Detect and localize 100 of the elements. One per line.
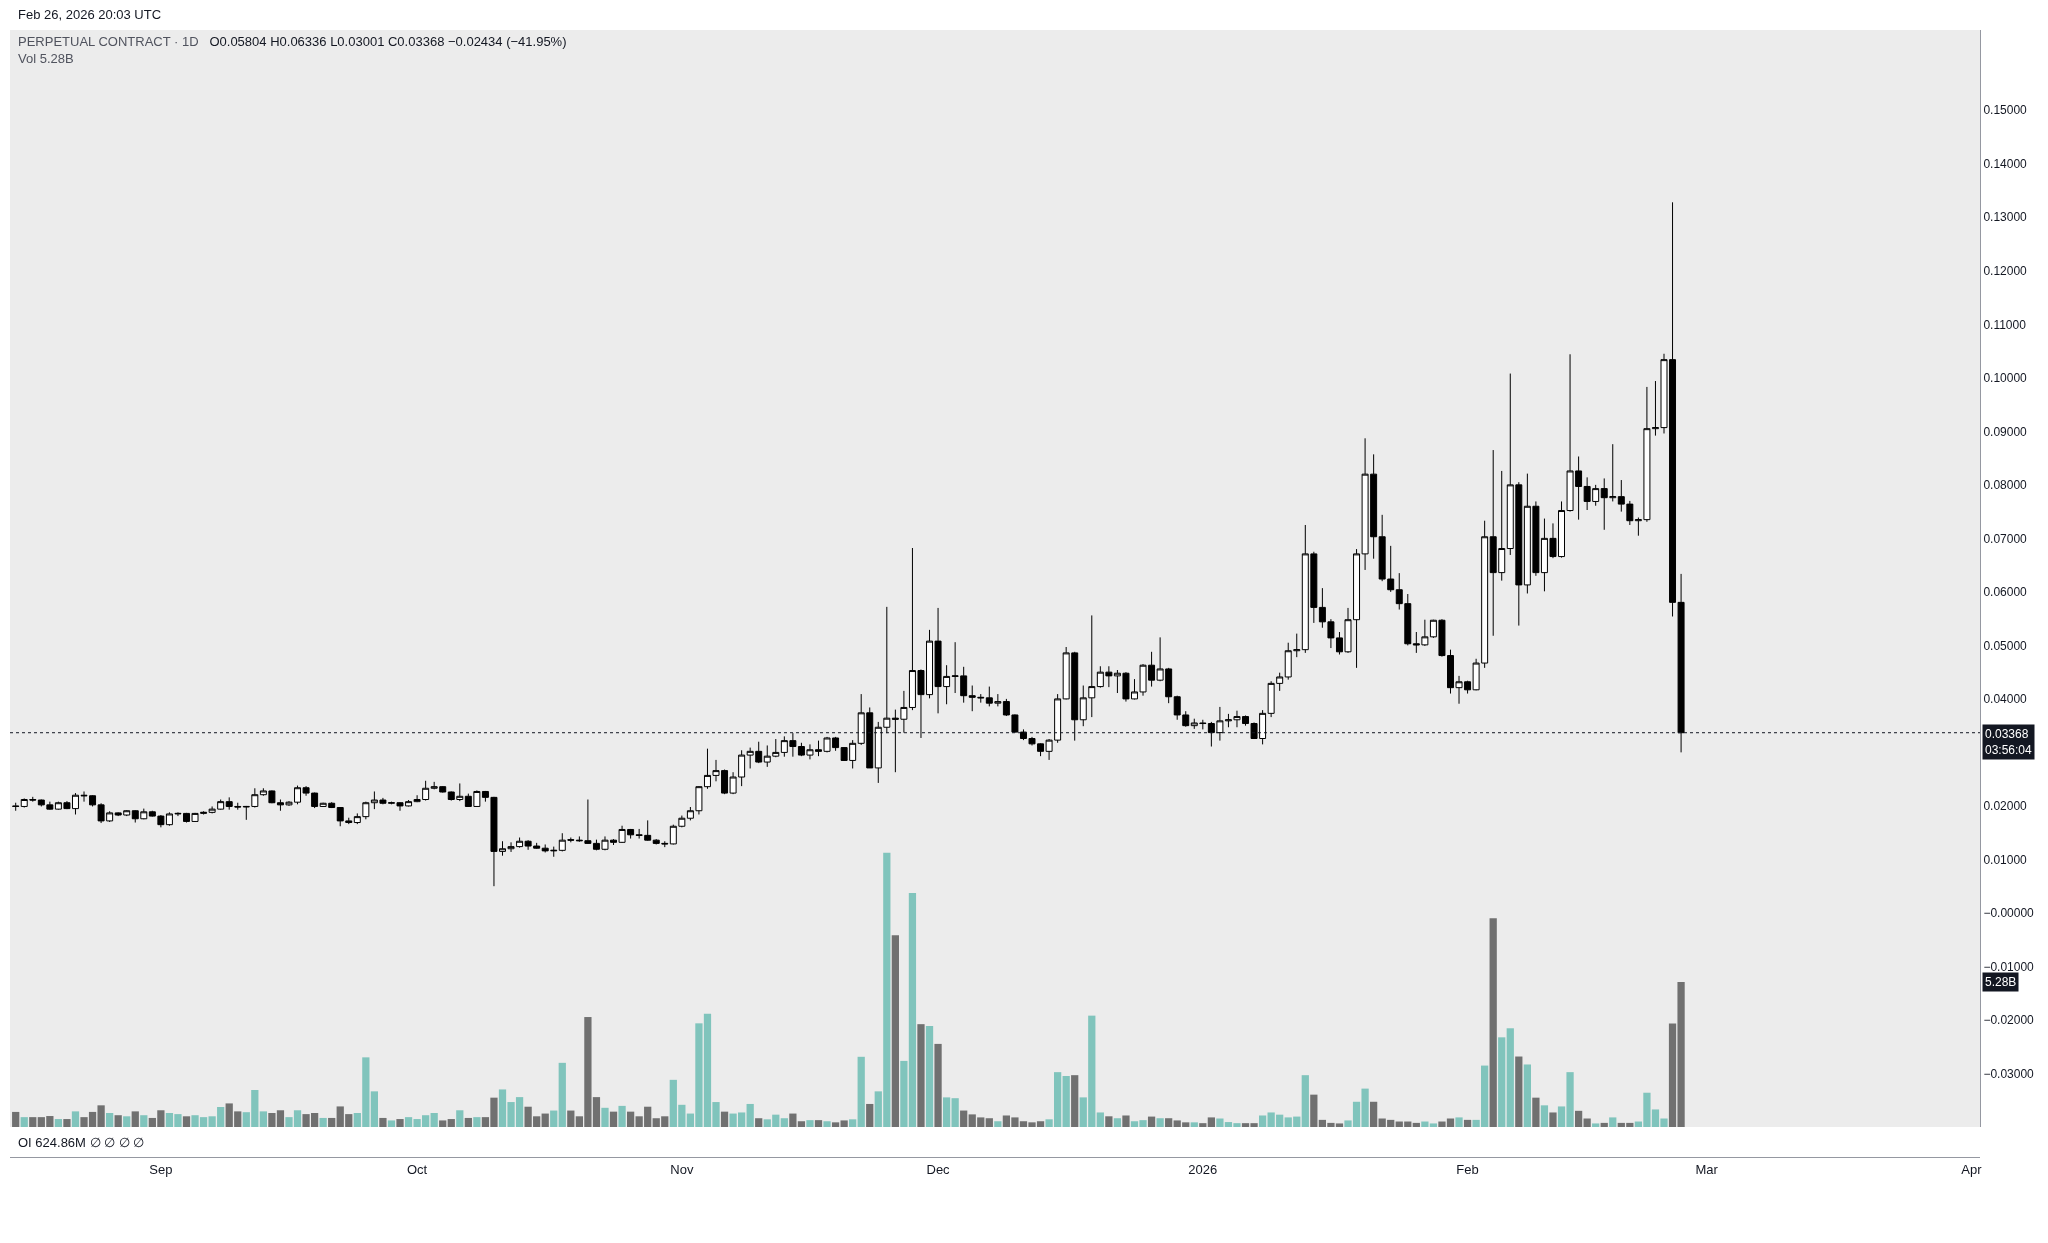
y-tick-label: 0.02000 <box>1983 799 2028 814</box>
bar <box>891 935 899 1127</box>
y-tick-label: 0.15000 <box>1983 103 2028 118</box>
bar <box>20 1117 28 1127</box>
bar <box>746 1103 754 1127</box>
bar <box>1301 1075 1309 1127</box>
bar <box>1199 1123 1207 1127</box>
bar <box>1370 1101 1378 1127</box>
bar <box>123 1116 131 1127</box>
bar <box>1258 1115 1267 1127</box>
y-tick-label: 0.10000 <box>1983 371 2028 386</box>
y-tick-label: −0.01000 <box>1983 959 2035 974</box>
bar <box>12 1111 20 1127</box>
bar <box>1147 1116 1156 1127</box>
x-tick-label: Mar <box>1695 1161 1719 1177</box>
y-tick-label: 0.11000 <box>1983 317 2027 332</box>
bar <box>131 1111 139 1127</box>
bar <box>866 1103 874 1127</box>
bar <box>1113 1118 1122 1127</box>
x-tick-label: Oct <box>406 1161 428 1177</box>
bar <box>473 1117 481 1127</box>
bar <box>601 1107 609 1127</box>
text: Feb 26, 2026 20:03 UTC <box>18 7 162 22</box>
bar <box>720 1111 729 1127</box>
bar <box>1523 1064 1531 1127</box>
bar <box>849 1119 857 1127</box>
y-tick-label: 0.07000 <box>1983 531 2028 546</box>
bar <box>960 1110 968 1127</box>
bar <box>780 1118 788 1127</box>
bar <box>1165 1118 1173 1127</box>
bar <box>1574 1110 1583 1127</box>
bar <box>934 1043 942 1127</box>
bar <box>1498 1037 1506 1127</box>
bar <box>1592 1123 1600 1127</box>
bar <box>994 1121 1002 1127</box>
chart-title: PERPETUAL CONTRACT · 1D <box>18 34 199 49</box>
bar <box>618 1105 626 1127</box>
bar <box>430 1113 438 1127</box>
bar <box>29 1117 37 1127</box>
bar <box>609 1111 618 1127</box>
bar <box>1062 1075 1070 1127</box>
bar <box>1105 1116 1113 1127</box>
bar <box>370 1091 379 1127</box>
bar <box>1463 1119 1472 1127</box>
bar <box>806 1120 814 1127</box>
bar <box>1600 1122 1608 1127</box>
bar <box>379 1117 387 1127</box>
x-tick-label: Sep <box>149 1161 173 1177</box>
bar <box>942 1097 951 1127</box>
text: OI 624.86M ∅ ∅ ∅ ∅ <box>18 1135 145 1150</box>
bar <box>857 1056 865 1127</box>
bar <box>387 1120 396 1127</box>
bar <box>567 1110 575 1127</box>
bar <box>951 1098 959 1127</box>
bar <box>1532 1097 1540 1127</box>
bar <box>1412 1122 1420 1127</box>
bar <box>1096 1112 1104 1127</box>
x-tick-label: Nov <box>670 1161 694 1177</box>
bar <box>1310 1094 1318 1127</box>
y-tick-label: −0.02000 <box>1983 1013 2035 1028</box>
bar <box>558 1062 566 1127</box>
bar <box>140 1115 148 1127</box>
bar <box>1071 1075 1079 1127</box>
bar <box>447 1119 455 1127</box>
bar <box>182 1116 191 1127</box>
y-tick-label: 0.04000 <box>1983 692 2028 707</box>
bar <box>71 1111 80 1127</box>
bar <box>114 1115 122 1127</box>
bar <box>456 1110 464 1127</box>
x-tick-label: Apr <box>1961 1161 1983 1177</box>
bar <box>1506 1028 1514 1127</box>
y-tick-label: 0.08000 <box>1983 478 2028 493</box>
bar <box>106 1113 114 1127</box>
y-tick-label: 0.09000 <box>1983 424 2028 439</box>
bar <box>1609 1117 1617 1127</box>
bar <box>54 1119 63 1127</box>
bar <box>541 1113 549 1127</box>
bar <box>1549 1112 1557 1127</box>
y-tick-label: −0.00000 <box>1983 906 2035 921</box>
bar <box>1515 1056 1523 1127</box>
x-tick-label: 2026 <box>1188 1161 1218 1177</box>
bar <box>439 1120 447 1127</box>
bar <box>1122 1115 1130 1127</box>
y-tick-label: −0.03000 <box>1983 1066 2035 1081</box>
bar <box>319 1117 327 1127</box>
chart-title: Vol 5.28B <box>18 51 74 66</box>
x-tick-label: Dec <box>926 1161 951 1177</box>
bar <box>1190 1122 1198 1127</box>
bar <box>1583 1118 1591 1127</box>
text: 5.28B <box>1985 975 2017 989</box>
bar <box>1156 1118 1164 1127</box>
bar <box>396 1119 404 1127</box>
bar <box>63 1119 71 1127</box>
ref-line-label: 0.03368 03:56:04 <box>1985 727 2033 757</box>
bar <box>1207 1117 1215 1127</box>
bar <box>1540 1105 1549 1127</box>
chart-subtitle: O0.05804 H0.06336 L0.03001 C0.03368 −0.02434 (−41.95%) <box>209 34 567 49</box>
bar <box>823 1121 831 1127</box>
candlestick <box>12 802 20 812</box>
y-tick-label: 0.14000 <box>1983 156 2028 171</box>
